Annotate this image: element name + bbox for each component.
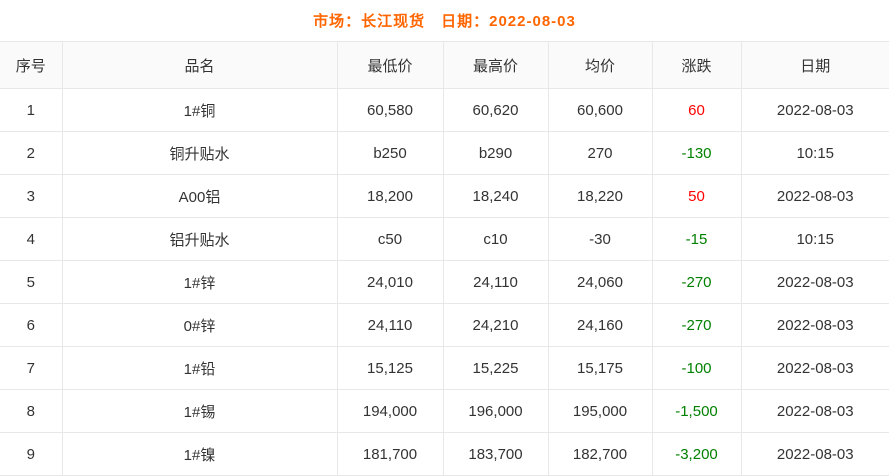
column-header-avg: 均价 [548,41,653,89]
cell-low: 194,000 [337,389,444,433]
cell-name: 1#镍 [62,432,338,476]
cell-name: 1#铅 [62,346,338,390]
cell-name: A00铝 [62,174,338,218]
cell-seq: 9 [0,432,63,476]
cell-low: b250 [337,131,444,175]
cell-change: -3,200 [652,432,742,476]
cell-name: 1#铜 [62,88,338,132]
table-row: 6 0#锌 24,110 24,210 24,160 -270 2022-08-03 [0,303,889,347]
cell-change: 60 [652,88,742,132]
cell-name: 0#锌 [62,303,338,347]
cell-avg: 24,160 [548,303,653,347]
header-row: 序号 品名 最低价 最高价 均价 涨跌 日期 [0,41,889,89]
column-header-name: 品名 [62,41,338,89]
cell-avg: 270 [548,131,653,175]
cell-high: 60,620 [443,88,549,132]
cell-date: 10:15 [741,217,889,261]
column-header-change: 涨跌 [652,41,742,89]
cell-low: 181,700 [337,432,444,476]
cell-seq: 2 [0,131,63,175]
cell-name: 1#锌 [62,260,338,304]
cell-low: 60,580 [337,88,444,132]
cell-seq: 1 [0,88,63,132]
cell-date: 2022-08-03 [741,432,889,476]
column-header-seq: 序号 [0,41,63,89]
cell-seq: 5 [0,260,63,304]
cell-avg: 18,220 [548,174,653,218]
cell-high: 24,110 [443,260,549,304]
cell-avg: -30 [548,217,653,261]
cell-avg: 15,175 [548,346,653,390]
cell-seq: 7 [0,346,63,390]
market-title: 市场：长江现货 日期：2022-08-03 [313,13,576,30]
price-table-body: 1 1#铜 60,580 60,620 60,600 60 2022-08-03 2 铜升贴水 b… [0,88,889,476]
cell-low: c50 [337,217,444,261]
cell-high: 196,000 [443,389,549,433]
table-row: 5 1#锌 24,010 24,110 24,060 -270 2022-08-03 [0,260,889,304]
column-header-low: 最低价 [337,41,444,89]
table-row: 7 1#铅 15,125 15,225 15,175 -100 2022-08-03 [0,346,889,390]
cell-change: -270 [652,260,742,304]
cell-change: 50 [652,174,742,218]
table-row: 2 铜升贴水 b250 b290 270 -130 10:15 [0,131,889,175]
cell-change: -15 [652,217,742,261]
cell-low: 18,200 [337,174,444,218]
price-table: 序号 品名 最低价 最高价 均价 涨跌 日期 1 1#铜 60,580 60,620 6… [0,41,889,476]
cell-date: 2022-08-03 [741,303,889,347]
cell-change: -1,500 [652,389,742,433]
cell-high: c10 [443,217,549,261]
cell-high: 18,240 [443,174,549,218]
cell-high: 15,225 [443,346,549,390]
cell-avg: 60,600 [548,88,653,132]
table-row: 3 A00铝 18,200 18,240 18,220 50 2022-08-03 [0,174,889,218]
cell-date: 2022-08-03 [741,346,889,390]
cell-date: 2022-08-03 [741,389,889,433]
cell-seq: 8 [0,389,63,433]
column-header-date: 日期 [741,41,889,89]
cell-name: 铝升贴水 [62,217,338,261]
table-row: 8 1#锡 194,000 196,000 195,000 -1,500 2022-08-0… [0,389,889,433]
cell-name: 铜升贴水 [62,131,338,175]
cell-seq: 6 [0,303,63,347]
cell-change: -270 [652,303,742,347]
cell-avg: 182,700 [548,432,653,476]
cell-change: -100 [652,346,742,390]
cell-date: 2022-08-03 [741,260,889,304]
title-bar: 市场：长江现货 日期：2022-08-03 [0,0,889,41]
cell-low: 24,110 [337,303,444,347]
cell-low: 24,010 [337,260,444,304]
cell-high: 183,700 [443,432,549,476]
cell-high: b290 [443,131,549,175]
cell-date: 2022-08-03 [741,88,889,132]
cell-high: 24,210 [443,303,549,347]
column-header-high: 最高价 [443,41,549,89]
table-row: 9 1#镍 181,700 183,700 182,700 -3,200 2022-08-0… [0,432,889,476]
cell-change: -130 [652,131,742,175]
cell-name: 1#锡 [62,389,338,433]
cell-avg: 24,060 [548,260,653,304]
table-row: 4 铝升贴水 c50 c10 -30 -15 10:15 [0,217,889,261]
cell-avg: 195,000 [548,389,653,433]
cell-seq: 4 [0,217,63,261]
cell-seq: 3 [0,174,63,218]
price-table-header: 序号 品名 最低价 最高价 均价 涨跌 日期 [0,41,889,89]
table-row: 1 1#铜 60,580 60,620 60,600 60 2022-08-03 [0,88,889,132]
cell-date: 2022-08-03 [741,174,889,218]
cell-low: 15,125 [337,346,444,390]
cell-date: 10:15 [741,131,889,175]
